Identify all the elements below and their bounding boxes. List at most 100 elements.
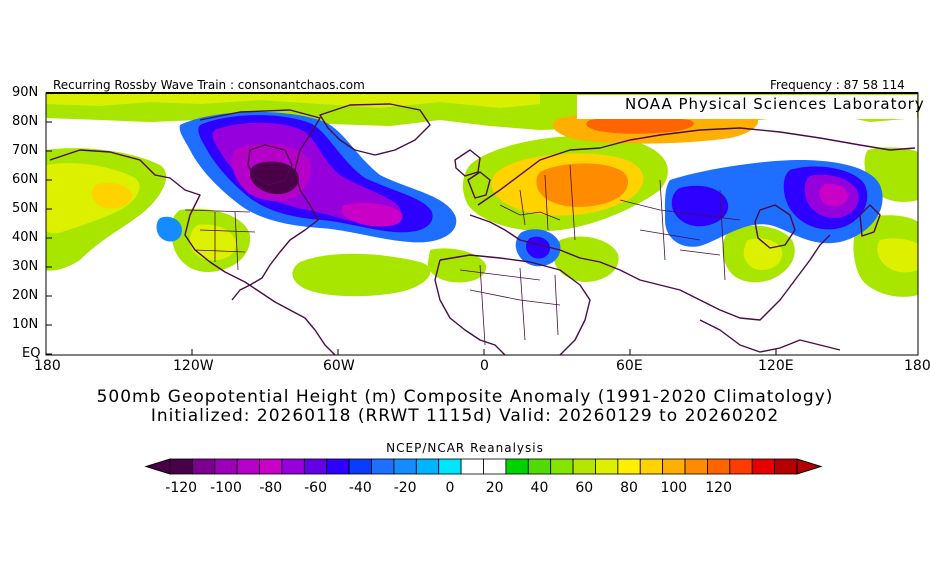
data-source-label: NCEP/NCAR Reanalysis bbox=[386, 441, 544, 455]
colorbar-tick-label: -60 bbox=[304, 480, 327, 496]
positive-anomalies bbox=[46, 93, 918, 297]
colorbar-swatch bbox=[662, 458, 686, 475]
colorbar-swatch bbox=[639, 458, 664, 475]
lab-label: NOAA Physical Sciences Laboratory bbox=[625, 95, 925, 113]
colorbar-swatch bbox=[326, 458, 350, 475]
lat-label-50n: 50N bbox=[12, 201, 39, 216]
colorbar-tick-label: 60 bbox=[575, 480, 594, 496]
mediterranean-negative-core bbox=[525, 236, 550, 259]
central-asia-negative bbox=[671, 185, 729, 227]
colorbar-swatch bbox=[393, 458, 417, 475]
colorbar-tick-label: -100 bbox=[210, 480, 242, 496]
atlantic-negative-core bbox=[341, 202, 403, 227]
colorbar-tick-label: -40 bbox=[348, 480, 372, 496]
asia-boundaries bbox=[619, 179, 741, 281]
colorbar-swatch bbox=[348, 458, 372, 475]
colorbar-swatch bbox=[483, 458, 507, 475]
lat-label-70n: 70N bbox=[12, 143, 39, 158]
lon-label-120w: 120W bbox=[173, 358, 214, 374]
colorbar-swatch bbox=[572, 458, 596, 475]
colorbar-swatch bbox=[751, 458, 776, 475]
colorbar-swatch bbox=[595, 458, 619, 475]
iceland-outline bbox=[454, 149, 481, 177]
gulf-of-alaska-positive-core bbox=[92, 182, 133, 209]
colorbar-tick-label: -20 bbox=[393, 480, 417, 496]
hudson-bay-outline bbox=[247, 144, 293, 186]
colorbar-swatch bbox=[281, 458, 305, 475]
lat-label-eq: EQ bbox=[22, 346, 41, 361]
africa-west-coast bbox=[434, 259, 506, 355]
colorbar-swatch bbox=[774, 458, 798, 475]
west-pacific-positive-core bbox=[877, 238, 918, 273]
colorbar-tick-label: 20 bbox=[485, 480, 504, 496]
pacific-positive-mid bbox=[46, 163, 140, 234]
western-russia-positive-core bbox=[536, 163, 629, 207]
colorbar-swatch bbox=[236, 458, 260, 475]
colorbar-tick-label: -80 bbox=[259, 480, 283, 496]
africa-boundaries bbox=[459, 264, 561, 346]
political-boundaries bbox=[184, 164, 741, 346]
lat-label-20n: 20N bbox=[12, 288, 39, 303]
colorbar-swatch bbox=[729, 458, 753, 475]
colorbar bbox=[144, 458, 823, 475]
eurasia-south-coast bbox=[469, 214, 831, 321]
lab-label-box bbox=[577, 95, 917, 119]
colorbar-swatch bbox=[303, 458, 328, 475]
colorbar-tick-label: 40 bbox=[530, 480, 549, 496]
colorbar-swatch bbox=[438, 458, 462, 475]
colorbar-swatch bbox=[505, 458, 529, 475]
colorbar-swatch bbox=[460, 458, 484, 475]
frequency-source-caption: Recurring Rossby Wave Train : consonantc… bbox=[53, 78, 365, 92]
colorbar-min-arrow bbox=[144, 458, 171, 475]
lon-label-120e: 120E bbox=[758, 358, 794, 374]
colorbar-tick-label: 80 bbox=[620, 480, 638, 496]
lat-label-10n: 10N bbox=[12, 317, 39, 332]
lon-tick-marks bbox=[45, 349, 919, 355]
lat-label-90n: 90N bbox=[12, 85, 39, 100]
eurasia-north-coast bbox=[477, 127, 916, 206]
frequency-caption: Frequency : 87 58 114 bbox=[770, 78, 905, 92]
colorbar-swatch bbox=[684, 458, 708, 475]
lon-label-0: 0 bbox=[480, 358, 489, 374]
lon-label-60e: 60E bbox=[616, 358, 643, 374]
north-america-east-coast bbox=[199, 109, 321, 301]
negative-anomalies bbox=[156, 111, 883, 267]
colorbar-max-arrow bbox=[796, 458, 823, 475]
colorbar-tick-label: 120 bbox=[705, 480, 732, 496]
lat-label-30n: 30N bbox=[12, 259, 39, 274]
kamchatka-negative-peak bbox=[819, 183, 848, 207]
colorbar-swatch bbox=[527, 458, 552, 475]
colorbar-swatch bbox=[191, 458, 216, 475]
colorbar-swatch bbox=[617, 458, 641, 475]
colorbar-tick-label: 0 bbox=[445, 480, 455, 496]
lon-label-60w: 60W bbox=[323, 358, 355, 374]
colorbar-swatch bbox=[169, 458, 193, 475]
colorbar-tick-label: -120 bbox=[165, 480, 198, 496]
lon-label-180w: 180 bbox=[34, 358, 61, 374]
lat-label-60n: 60N bbox=[12, 172, 39, 187]
colorbar-tick-label: 100 bbox=[660, 480, 688, 496]
colorbar-swatch bbox=[707, 458, 731, 475]
colorbar-swatch bbox=[415, 458, 440, 475]
north-africa-positive bbox=[427, 248, 487, 283]
hudson-bay-negative-core bbox=[250, 161, 299, 195]
lat-label-80n: 80N bbox=[12, 114, 39, 129]
lat-label-40n: 40N bbox=[12, 230, 39, 245]
korea-japan-outline bbox=[754, 204, 796, 249]
greenland-outline bbox=[319, 103, 431, 156]
colorbar-swatch bbox=[259, 458, 283, 475]
us-state-lines bbox=[184, 209, 256, 271]
colorbar-swatch bbox=[550, 458, 574, 475]
siberia-positive-core bbox=[586, 116, 694, 134]
maritime-continent-outline bbox=[699, 319, 841, 353]
british-isles-outline bbox=[467, 171, 491, 199]
subtropical-atlantic-positive bbox=[292, 253, 431, 297]
map-title: 500mb Geopotential Height (m) Composite … bbox=[96, 387, 834, 407]
map-subtitle: Initialized: 20260118 (RRWT 1115d) Valid… bbox=[150, 406, 780, 426]
arctic-positive-core bbox=[46, 93, 540, 108]
pacific-small-negative bbox=[156, 216, 182, 242]
lat-tick-marks bbox=[46, 92, 52, 355]
colorbar-swatch bbox=[371, 458, 395, 475]
africa-north-coast bbox=[439, 254, 591, 355]
